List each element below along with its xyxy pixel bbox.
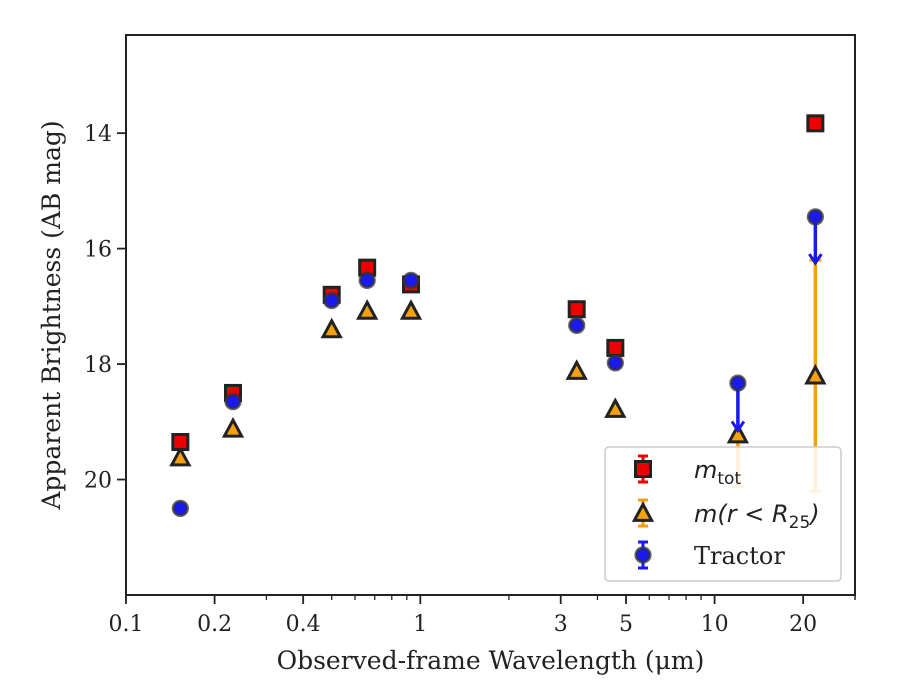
data-point-square (606, 338, 625, 357)
upper-limit-arrow (808, 253, 823, 266)
data-point-square (567, 300, 586, 319)
legend-marker-square (634, 460, 652, 478)
data-point-triangle (356, 299, 379, 320)
x-axis-label: Observed-frame Wavelength (μm) (277, 646, 705, 675)
data-point-circle (568, 316, 586, 335)
upper-limit-arrow (730, 420, 746, 434)
data-point-square (171, 433, 190, 452)
data-point-triangle (221, 416, 245, 438)
data-point-triangle (726, 422, 750, 444)
data-point-circle (323, 291, 341, 310)
legend-label: Tractor (694, 542, 785, 570)
data-point-triangle (804, 363, 827, 385)
data-point-circle (171, 499, 189, 518)
x-axis-ticks: 0.1 0.2 0.4 1 3 5 10 20 (109, 595, 856, 637)
x-tick-label: 20 (789, 612, 817, 637)
data-point-triangle (604, 397, 627, 418)
legend-marker-triangle (631, 501, 655, 522)
data-point-circle (224, 392, 242, 411)
data-point-triangle (399, 299, 423, 320)
y-tick-label: 16 (84, 238, 112, 263)
data-point-triangle (169, 445, 192, 467)
data-point-circle (729, 374, 747, 392)
x-tick-label: 3 (554, 612, 568, 637)
x-tick-label: 0.4 (286, 612, 321, 637)
y-axis-label: Apparent Brightness (AB mag) (37, 120, 66, 510)
data-point-circle (806, 208, 824, 226)
x-tick-label: 0.1 (109, 612, 144, 637)
plot-frame (125, 34, 856, 596)
data-point-circle (358, 271, 376, 289)
legend-box (604, 446, 842, 582)
y-tick-label: 20 (84, 469, 112, 494)
data-point-triangle (565, 359, 588, 380)
y-tick-label: 14 (84, 122, 112, 147)
x-tick-label: 1 (413, 612, 427, 637)
y-axis-ticks: 14 16 18 20 (84, 122, 126, 494)
legend-marker-circle (634, 546, 652, 564)
data-point-square (806, 114, 825, 133)
legend-item: Tractor (634, 540, 785, 570)
y-tick-label: 18 (84, 353, 112, 378)
x-tick-label: 0.2 (197, 612, 232, 637)
data-point-circle (402, 271, 420, 289)
x-tick-label: 10 (701, 612, 729, 637)
x-tick-label: 5 (619, 612, 633, 637)
data-point-triangle (320, 317, 343, 339)
data-point-circle (606, 354, 624, 372)
series-circle (171, 208, 824, 518)
